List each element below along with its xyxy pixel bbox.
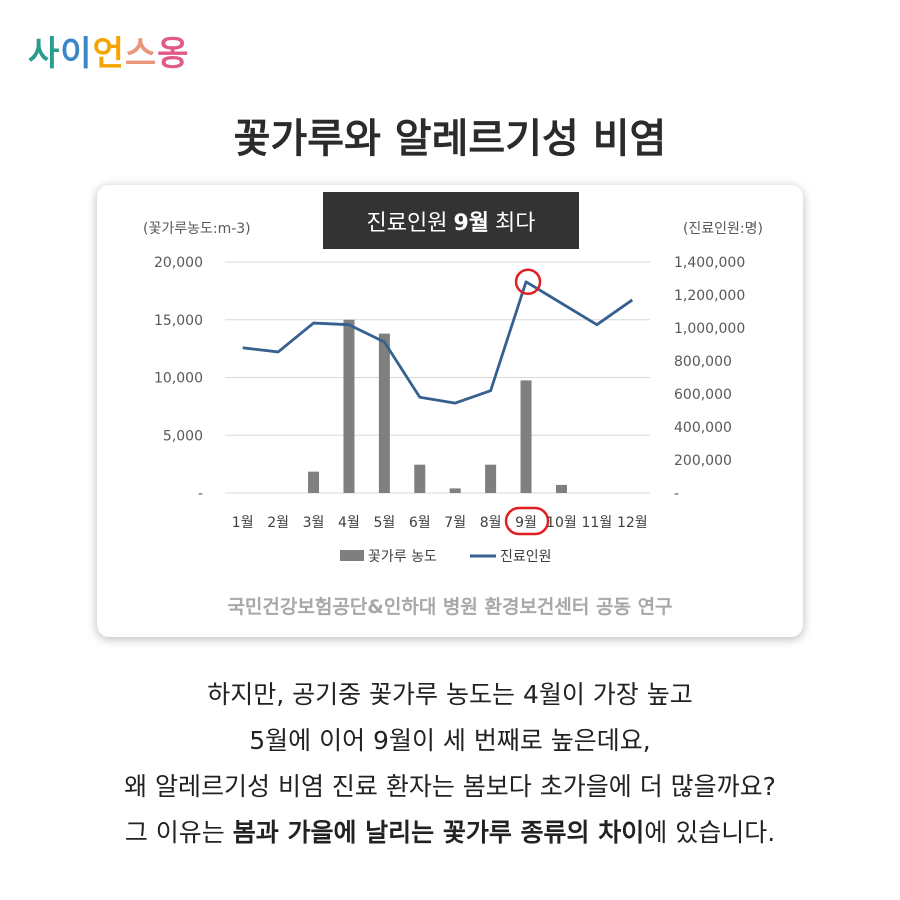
bar — [449, 488, 461, 493]
y-tick-right: 600,000 — [674, 387, 732, 403]
y-tick-left: 15,000 — [154, 313, 203, 329]
body-line4-post: 에 있습니다. — [644, 818, 776, 847]
page-title: 꽃가루와 알레르기성 비염 — [233, 116, 667, 162]
x-tick-label: 6월 — [409, 515, 431, 531]
highlight-circle — [514, 268, 542, 296]
badge-pre: 진료인원 — [366, 210, 448, 236]
body-line: 하지만, 공기중 꽃가루 농도는 4월이 가장 높고 — [207, 680, 693, 709]
chart-badge: 진료인원 9월 최다 — [323, 192, 579, 249]
y-tick-right: 200,000 — [674, 453, 732, 469]
x-tick-label: 4월 — [338, 515, 360, 531]
y-tick-right: - — [674, 486, 679, 502]
body-text: 하지만, 공기중 꽃가루 농도는 4월이 가장 높고 5월에 이어 9월이 세 … — [0, 672, 900, 856]
legend-label-line: 진료인원 — [500, 549, 552, 565]
y-tick-right: 1,200,000 — [674, 288, 745, 304]
bar — [414, 464, 426, 493]
badge-post: 최다 — [495, 210, 536, 236]
bar — [555, 484, 567, 493]
y-axis-label-left: (꽃가루농도:m-3) — [143, 221, 251, 237]
legend-label-bar: 꽃가루 농도 — [368, 549, 437, 565]
x-tick-label: 8월 — [480, 515, 502, 531]
logo-char: 옹 — [157, 34, 190, 74]
x-tick-label: 11월 — [582, 515, 613, 531]
x-tick-label: 2월 — [267, 515, 289, 531]
bar — [485, 464, 497, 493]
body-line: 왜 알레르기성 비염 진료 환자는 봄보다 초가을에 더 많을까요? — [124, 772, 776, 801]
body-line4-bold: 봄과 가을에 날리는 꽃가루 종류의 차이 — [232, 818, 645, 847]
legend-swatch-bar — [340, 550, 364, 561]
chart-card — [97, 185, 803, 637]
x-tick-label: 9월 — [515, 515, 537, 531]
y-tick-left: 5,000 — [163, 428, 203, 444]
y-tick-left: - — [198, 486, 203, 502]
body-line4-pre: 그 이유는 — [124, 818, 233, 847]
logo-char: 언 — [92, 34, 125, 74]
highlight-pill — [504, 506, 550, 536]
y-tick-right: 1,400,000 — [674, 255, 745, 271]
badge-bold: 9월 — [453, 210, 490, 236]
y-tick-right: 1,000,000 — [674, 321, 745, 337]
line-series — [242, 280, 634, 405]
x-tick-label: 3월 — [303, 515, 325, 531]
y-tick-right: 400,000 — [674, 420, 732, 436]
logo-char: 사 — [28, 34, 61, 74]
logo: 사이언스옹 — [28, 26, 189, 75]
y-tick-left: 20,000 — [154, 255, 203, 271]
x-tick-label: 12월 — [617, 515, 648, 531]
x-tick-label: 1월 — [232, 515, 254, 531]
logo-char: 이 — [60, 34, 93, 74]
x-tick-label: 5월 — [373, 515, 395, 531]
x-tick-label: 7월 — [444, 515, 466, 531]
y-tick-right: 800,000 — [674, 354, 732, 370]
bar — [378, 333, 390, 493]
logo-char: 스 — [124, 34, 158, 74]
bar — [520, 380, 532, 493]
source-caption: 국민건강보험공단&인하대 병원 환경보건센터 공동 연구 — [227, 596, 673, 618]
bar — [308, 471, 320, 493]
y-axis-label-right: (진료인원:명) — [683, 221, 763, 237]
bar — [343, 319, 355, 493]
body-line: 5월에 이어 9월이 세 번째로 높은데요, — [249, 726, 651, 755]
y-tick-left: 10,000 — [154, 371, 203, 387]
body-line: 그 이유는 봄과 가을에 날리는 꽃가루 종류의 차이에 있습니다. — [0, 810, 900, 856]
x-tick-label: 10월 — [546, 515, 577, 531]
